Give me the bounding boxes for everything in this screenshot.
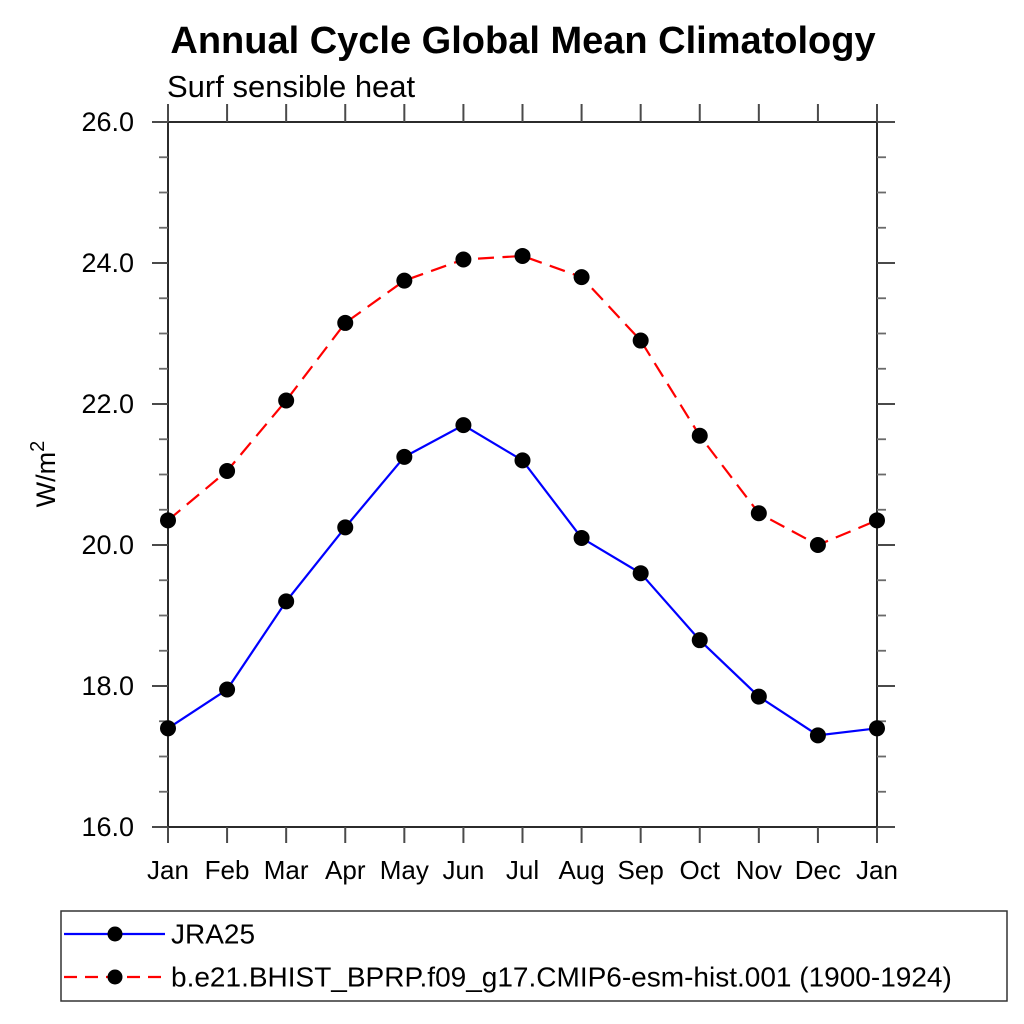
data-point-marker — [455, 417, 472, 434]
data-point-marker — [514, 452, 531, 469]
data-point-marker — [278, 392, 295, 409]
x-tick-label: Oct — [680, 855, 721, 885]
y-tick-label: 22.0 — [81, 389, 134, 419]
y-tick-label: 18.0 — [81, 671, 134, 701]
data-point-marker — [337, 519, 354, 536]
x-tick-label: Sep — [618, 855, 664, 885]
y-tick-label: 16.0 — [81, 812, 134, 842]
y-tick-label: 26.0 — [81, 107, 134, 137]
data-point-marker — [514, 247, 531, 264]
series-line — [167, 254, 878, 547]
legend: JRA25 b.e21.BHIST_BPRP.f09_g17.CMIP6-esm-… — [60, 910, 1008, 1002]
series-line — [167, 423, 878, 737]
data-point-marker — [396, 448, 413, 465]
data-point-marker — [869, 512, 885, 529]
data-point-marker — [219, 681, 236, 698]
data-point-marker — [869, 720, 885, 737]
data-point-marker — [573, 529, 590, 546]
data-point-marker — [691, 632, 708, 649]
series-model — [160, 247, 885, 553]
x-tick-label: May — [380, 855, 429, 885]
plot-area: Jan Feb Mar Apr May Jun Jul Aug Sep Oct Nov Dec Jan 1… — [81, 104, 898, 885]
data-point-marker — [396, 272, 413, 289]
data-point-marker — [573, 269, 590, 286]
x-tick-label: Jan — [856, 855, 898, 885]
data-point-marker — [691, 427, 708, 444]
chart-subtitle: Surf sensible heat — [167, 69, 416, 104]
data-point-marker — [632, 565, 649, 582]
legend-rows: JRA25 b.e21.BHIST_BPRP.f09_g17.CMIP6-esm-… — [64, 919, 952, 993]
x-tick-label: Feb — [205, 855, 250, 885]
x-tick-label: Mar — [264, 855, 309, 885]
data-point-marker — [455, 251, 472, 268]
data-point-marker — [219, 462, 236, 479]
data-point-marker — [160, 512, 176, 529]
series-jra25 — [160, 417, 885, 744]
data-point-marker — [750, 688, 767, 705]
y-tick-label: 24.0 — [81, 248, 134, 278]
x-tick-label: Jun — [442, 855, 484, 885]
y-tick-label: 20.0 — [81, 530, 134, 560]
x-tick-label: Dec — [795, 855, 841, 885]
x-tick-label: Apr — [325, 855, 366, 885]
axis-frame — [167, 121, 878, 828]
chart-title: Annual Cycle Global Mean Climatology — [170, 20, 875, 62]
data-point-marker — [809, 537, 826, 553]
data-point-marker — [337, 314, 354, 331]
legend-item: JRA25 — [64, 919, 255, 950]
x-tick-label: Aug — [558, 855, 604, 885]
y-axis-label: W/m2 — [27, 441, 61, 508]
data-point-marker — [160, 720, 176, 737]
legend-label: b.e21.BHIST_BPRP.f09_g17.CMIP6-esm-hist.… — [171, 962, 952, 993]
legend-marker — [107, 926, 123, 942]
legend-marker — [107, 969, 123, 985]
data-point-marker — [809, 727, 826, 744]
data-point-marker — [632, 332, 649, 349]
legend-box — [60, 910, 1008, 1002]
data-point-marker — [278, 593, 295, 610]
x-tick-label: Jan — [147, 855, 189, 885]
legend-item: b.e21.BHIST_BPRP.f09_g17.CMIP6-esm-hist.… — [64, 962, 952, 993]
legend-label: JRA25 — [171, 919, 255, 950]
x-tick-label: Nov — [736, 855, 782, 885]
x-tick-label: Jul — [506, 855, 539, 885]
data-point-marker — [750, 505, 767, 522]
